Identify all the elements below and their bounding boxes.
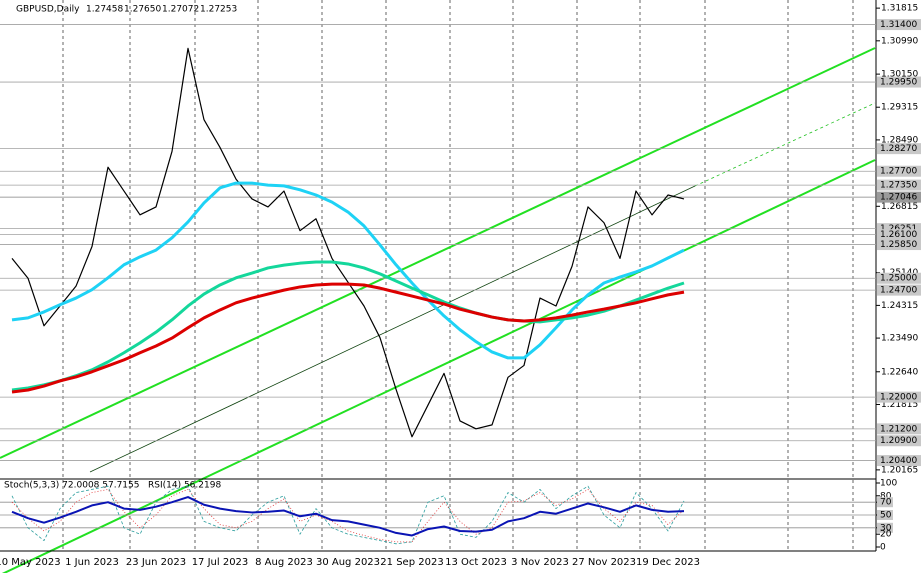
channel-mid [89, 185, 696, 473]
x-tick-label: 1 Jun 2023 [65, 557, 119, 568]
y-tick-label: 1.26815 [881, 202, 918, 212]
level-label: 1.24700 [880, 286, 917, 296]
series-line [11, 489, 685, 543]
series-line [11, 47, 685, 438]
y-tick-label: 100 [880, 479, 897, 489]
y-tick-label: 1.29315 [881, 103, 918, 113]
level-box [877, 229, 921, 241]
x-tick-label: 8 Aug 2023 [255, 557, 313, 568]
y-tick-label: 70 [880, 498, 892, 508]
y-tick-label: 30 [880, 523, 892, 533]
indicator-label: RSI(14) 56.2198 [148, 481, 221, 491]
level-box [877, 179, 921, 191]
y-tick-label: 1.30150 [881, 70, 918, 80]
level-label: 1.20400 [880, 456, 917, 466]
x-tick-label: 23 Jun 2023 [126, 557, 186, 568]
y-tick-label: 80 [880, 491, 892, 501]
level-label: 1.26100 [880, 230, 917, 240]
y-tick-label: 1.30990 [881, 36, 918, 46]
level-box [877, 272, 921, 284]
series-line [11, 282, 685, 394]
level-box [877, 76, 921, 88]
level-box [877, 143, 921, 155]
series-line [11, 485, 685, 545]
level-box [877, 165, 921, 177]
level-box [877, 391, 921, 403]
level-label: 1.20900 [880, 436, 917, 446]
level-box [877, 284, 921, 296]
level-box [877, 497, 893, 508]
series-line [11, 260, 685, 392]
level-label: 1.31400 [880, 20, 917, 30]
y-tick-label: 0 [880, 543, 886, 553]
y-tick-label: 1.23490 [881, 334, 918, 344]
y-tick-label: 50 [880, 511, 892, 521]
y-tick-label: 1.21815 [881, 400, 918, 410]
x-tick-label: 19 Dec 2023 [636, 557, 700, 568]
level-box [877, 522, 893, 533]
grid [62, 0, 854, 551]
x-tick-label: 30 Aug 2023 [316, 557, 380, 568]
level-label: 1.27350 [880, 181, 917, 191]
x-tick-label: 10 May 2023 [0, 557, 61, 568]
x-tick-label: 21 Sep 2023 [380, 557, 443, 568]
x-tick-label: 27 Nov 2023 [572, 557, 636, 568]
level-label: 1.25850 [880, 240, 917, 250]
series-line [11, 496, 685, 537]
level-box [877, 455, 921, 467]
y-tick-label: 20 [880, 530, 892, 540]
y-tick-label: 1.31815 [881, 4, 918, 14]
symbol: GBPUSD,Daily [16, 5, 80, 15]
y-tick-label: 1.24315 [881, 301, 918, 311]
level-box [877, 19, 921, 31]
channel-line [0, 47, 876, 459]
x-tick-label: 13 Oct 2023 [445, 557, 507, 568]
level-label: 1.27700 [880, 167, 917, 177]
level-label: 1.28270 [880, 144, 917, 154]
y-tick-label: 1.20165 [881, 465, 918, 475]
quote: 1.27458 [86, 5, 123, 15]
level-box [877, 423, 921, 435]
level-label: 1.22000 [880, 393, 917, 403]
level-box [877, 223, 921, 235]
quote: 1.27650 [124, 5, 161, 15]
level-box [877, 239, 921, 251]
x-tick-label: 3 Nov 2023 [511, 557, 569, 568]
channel-line [1, 159, 876, 573]
quote: 1.27072 [162, 5, 199, 15]
x-tick-label: 17 Jul 2023 [192, 557, 249, 568]
level-box [877, 510, 893, 520]
level-box [877, 435, 921, 447]
last-price-label: 1.27046 [880, 193, 917, 203]
series-line [11, 181, 685, 360]
level-label: 1.29950 [880, 78, 917, 88]
indicator-label: Stoch(5,3,3) 72.0008 57.7155 [4, 481, 139, 491]
y-tick-label: 1.28490 [881, 135, 918, 145]
quote: 1.27253 [200, 5, 237, 15]
level-label: 1.25000 [880, 274, 917, 284]
last-price-box [877, 191, 921, 203]
y-tick-label: 1.22640 [881, 367, 918, 377]
level-label: 1.21200 [880, 424, 917, 434]
